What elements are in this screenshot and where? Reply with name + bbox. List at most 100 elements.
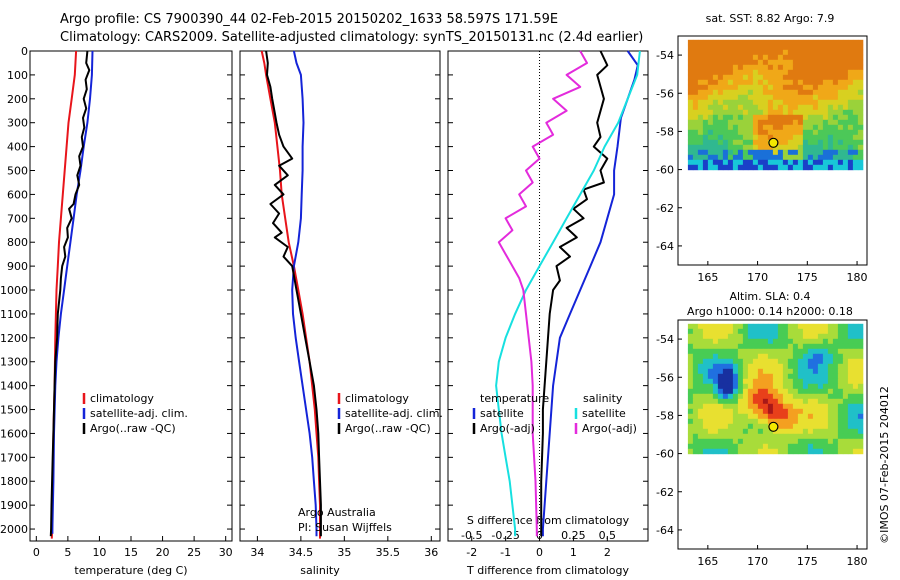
sst-map-cell <box>822 49 829 56</box>
sst-map-cell <box>837 149 844 156</box>
sla-map-cell <box>757 393 764 400</box>
sla-map-cell <box>852 433 859 440</box>
sla-map-cell <box>747 383 754 390</box>
sst-map-cell <box>817 94 824 101</box>
sla-map-cell <box>782 368 789 375</box>
sst-map-cell <box>777 104 784 111</box>
sst-map-cell <box>827 149 834 156</box>
sst-map-cell <box>692 124 699 131</box>
sla-map-cell <box>742 348 749 355</box>
sla-map-cell <box>842 443 849 450</box>
sla-map-cell <box>857 328 864 335</box>
sla-map-cell <box>692 368 699 375</box>
sla-map-cell <box>732 343 739 350</box>
sla-map-cell <box>792 348 799 355</box>
sla-map-cell <box>757 323 764 330</box>
sla-map-cell <box>767 323 774 330</box>
sla-map-cell <box>702 443 709 450</box>
sla-map-cell <box>702 323 709 330</box>
sst-map-cell <box>852 49 859 56</box>
sla-map-cell <box>802 383 809 390</box>
sst-map-cell <box>737 129 744 136</box>
sst-map-cell <box>752 104 759 111</box>
sla-map-cell <box>777 443 784 450</box>
sst-map-cell <box>752 124 759 131</box>
sla-map-cell <box>707 368 714 375</box>
sla-map-cell <box>837 433 844 440</box>
sst-map-cell <box>702 54 709 61</box>
sla-map-cell <box>847 443 854 450</box>
sla-map-cell <box>822 353 829 360</box>
sst-map-cell <box>727 69 734 76</box>
sst-map-cell <box>822 59 829 66</box>
panel-2-frame <box>447 50 649 542</box>
sla-map-cell <box>802 333 809 340</box>
sla-map-cell <box>782 388 789 395</box>
sla-map-cell <box>777 433 784 440</box>
sla-map-cell <box>792 373 799 380</box>
sla-map-cell <box>772 383 779 390</box>
sla-map-cell <box>822 333 829 340</box>
sla-map-cell <box>807 363 814 370</box>
sst-map-cell <box>777 64 784 71</box>
sst-map-cell <box>837 129 844 136</box>
sla-map-cell <box>732 348 739 355</box>
sla-map-cell <box>697 408 704 415</box>
sst-map-cell <box>747 39 754 46</box>
sla-map-cell <box>857 373 864 380</box>
sla-map-cell <box>812 418 819 425</box>
sla-map-cell <box>807 418 814 425</box>
sst-map-cell <box>717 99 724 106</box>
sst-map-cell <box>852 59 859 66</box>
sla-map-cell <box>762 353 769 360</box>
sla-map-cell <box>772 368 779 375</box>
sla-map-cell <box>767 343 774 350</box>
sst-map-cell <box>732 39 739 46</box>
sla-map-cell <box>762 388 769 395</box>
sst-map-cell <box>822 44 829 51</box>
sst-map-cell <box>757 74 764 81</box>
sla-map-cell <box>752 403 759 410</box>
sst-map-cell <box>727 104 734 111</box>
sla-map-cell <box>712 368 719 375</box>
sst-map-cell <box>827 139 834 146</box>
sla-map-cell <box>737 363 744 370</box>
sst-map-cell <box>712 104 719 111</box>
sst-map-cell <box>782 144 789 151</box>
sst-map-cell <box>847 149 854 156</box>
sla-map-cell <box>712 418 719 425</box>
sst-map-cell <box>822 159 829 166</box>
sla-map-cell <box>832 358 839 365</box>
sla-map-cell <box>827 348 834 355</box>
sla-map-cell <box>782 423 789 430</box>
sst-map-cell <box>852 84 859 91</box>
sst-map-cell <box>702 79 709 86</box>
sst-map-cell <box>767 149 774 156</box>
sla-map-cell <box>817 403 824 410</box>
sla-map-cell <box>797 343 804 350</box>
sla-map-cell <box>712 393 719 400</box>
sst-map-cell <box>692 84 699 91</box>
sst-map-cell <box>797 159 804 166</box>
sla-map-cell <box>737 413 744 420</box>
sla-map-cell <box>772 428 779 435</box>
sla-map-cell <box>777 358 784 365</box>
sst-map-cell <box>802 154 809 161</box>
sst-map-cell <box>802 119 809 126</box>
sst-map-cell <box>757 154 764 161</box>
sla-map-cell <box>807 428 814 435</box>
sst-map-cell <box>837 114 844 121</box>
sla-map-cell <box>832 363 839 370</box>
sst-map-cell <box>747 49 754 56</box>
sla-map-cell <box>692 393 699 400</box>
sla-map-cell <box>692 388 699 395</box>
salinity-legend-1-label: satellite-adj. clim. <box>345 407 443 420</box>
sla-map-cell <box>717 358 724 365</box>
sst-map-cell <box>692 89 699 96</box>
sla-map-cell <box>722 373 729 380</box>
depth-tick-label: 100 <box>7 69 28 82</box>
sst-map-cell <box>802 39 809 46</box>
sla-map-cell <box>822 358 829 365</box>
temperature-xtick-label: 20 <box>156 546 170 559</box>
sst-map-cell <box>802 139 809 146</box>
